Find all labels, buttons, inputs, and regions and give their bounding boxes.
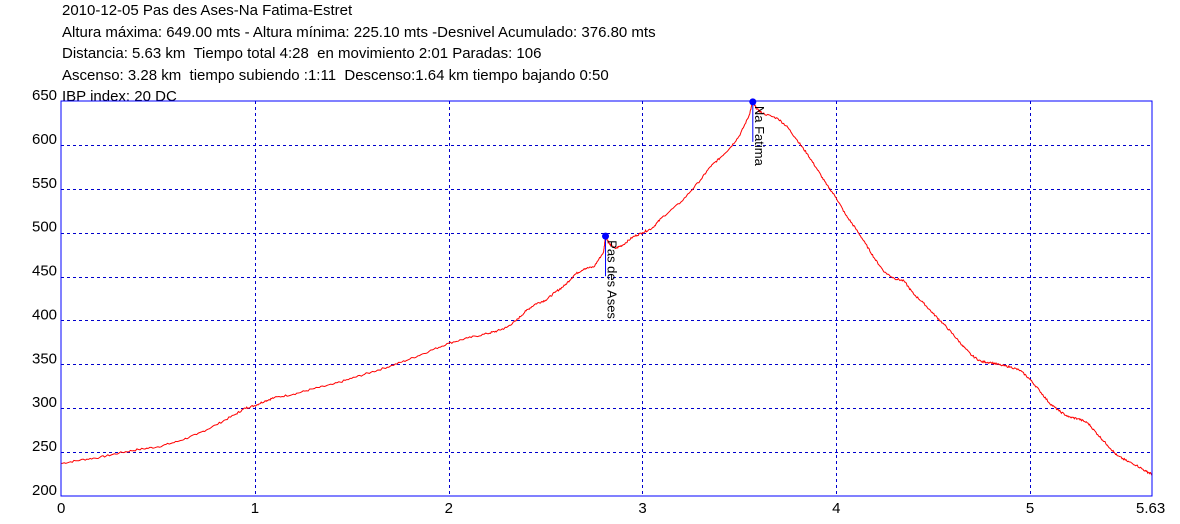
altitude-stats: Altura máxima: 649.00 mts - Altura mínim… — [62, 23, 656, 41]
annotation-layer: Pas des Ases Na Fatima — [602, 98, 767, 319]
ascent-descent-stats: Ascenso: 3.28 km tiempo subiendo :1:11 D… — [62, 66, 609, 84]
profile-layer — [60, 100, 1153, 476]
y-tick-label: 350 — [32, 350, 57, 367]
waypoint-marker — [749, 98, 757, 106]
track-summary-header: 2010-12-05 Pas des Ases-Na Fatima-Estret… — [62, 0, 656, 108]
axis-layer: 200 250 300 350 400 450 500 550 600 650 0 1 2 3 4 5 5.63 — [32, 87, 1165, 517]
x-tick-label: 5 — [1026, 500, 1034, 517]
y-tick-label: 600 — [32, 131, 57, 148]
plot-frame — [60, 100, 1153, 497]
y-tick-label: 450 — [32, 263, 57, 280]
y-tick-label: 400 — [32, 306, 57, 323]
x-tick-label: 3 — [638, 500, 646, 517]
y-tick-label: 550 — [32, 175, 57, 192]
waypoint-marker — [602, 232, 610, 240]
waypoint-label: Pas des Ases — [605, 240, 620, 319]
x-tick-label: 2 — [445, 500, 453, 517]
track-title: 2010-12-05 Pas des Ases-Na Fatima-Estret — [62, 2, 353, 19]
distance-time-stats: Distancia: 5.63 km Tiempo total 4:28 en … — [62, 45, 542, 62]
x-tick-label: 4 — [832, 500, 840, 517]
elevation-profile-line — [60, 100, 1153, 476]
waypoint-label: Na Fatima — [752, 106, 767, 167]
y-tick-label: 650 — [32, 87, 57, 104]
x-tick-label: 1 — [251, 500, 259, 517]
y-tick-label: 500 — [32, 219, 57, 236]
y-tick-label: 300 — [32, 394, 57, 411]
x-tick-label: 5.63 — [1136, 500, 1165, 517]
grid-layer — [61, 101, 1152, 496]
y-tick-label: 200 — [32, 482, 57, 499]
x-tick-label: 0 — [57, 500, 65, 517]
y-tick-label: 250 — [32, 438, 57, 455]
